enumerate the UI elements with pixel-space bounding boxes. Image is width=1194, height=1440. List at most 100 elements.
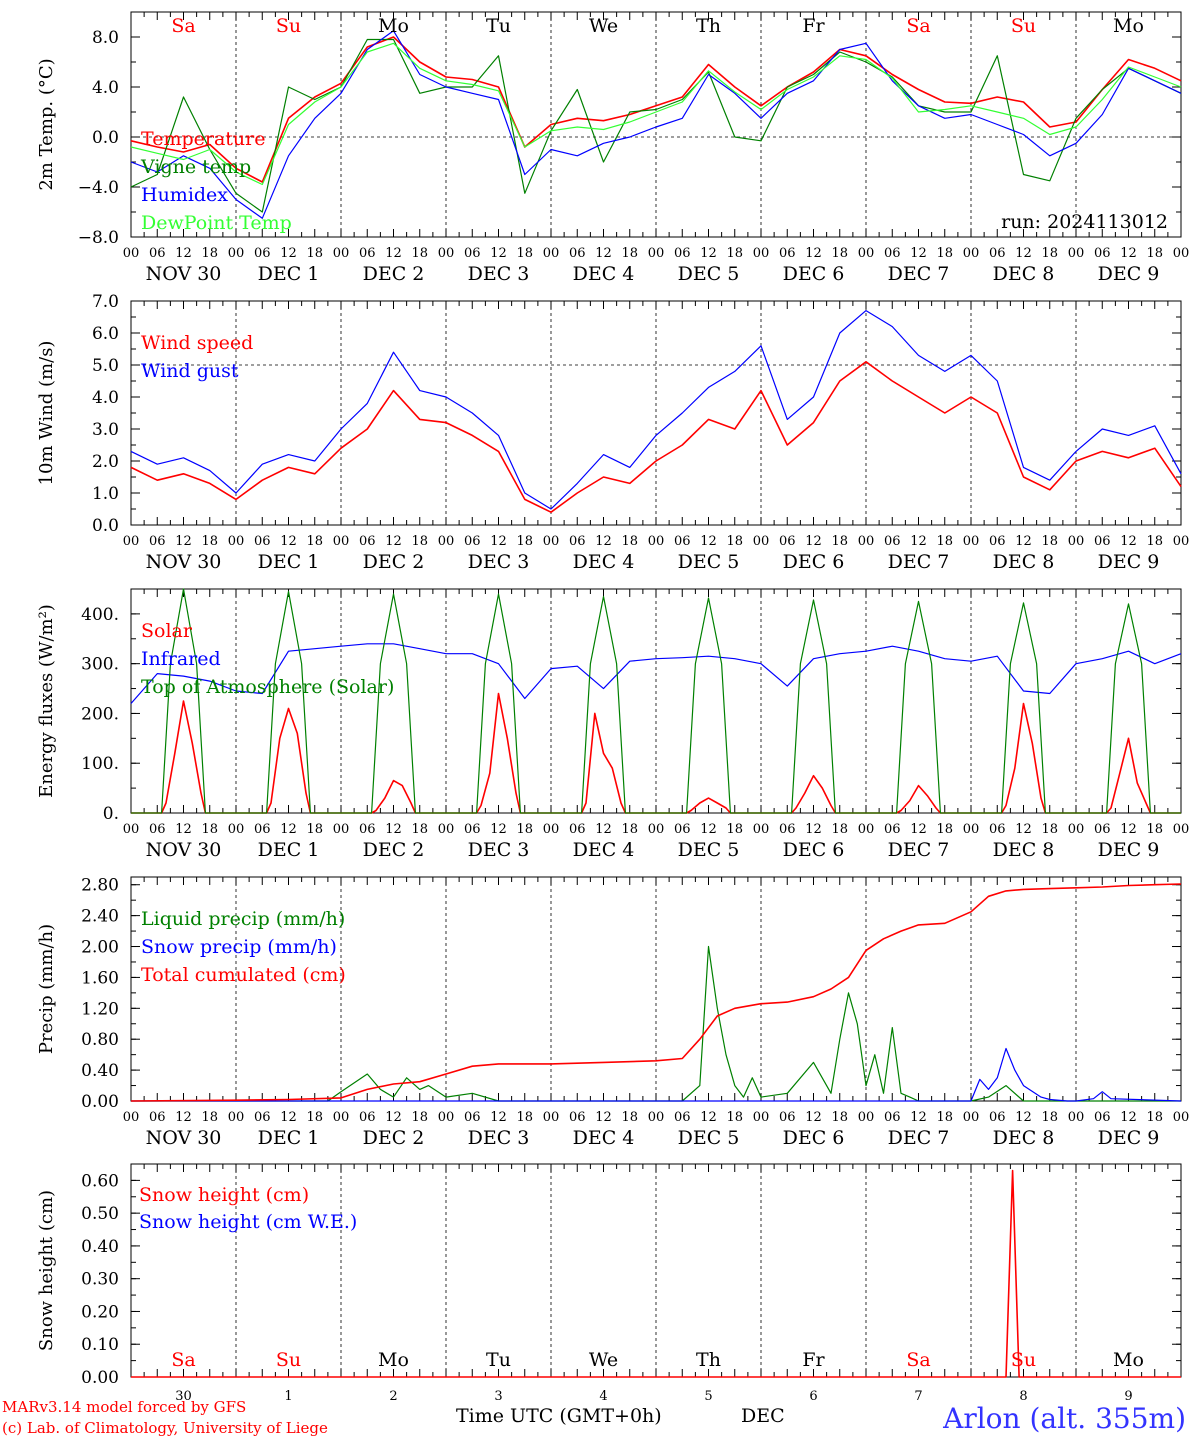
hour-tick-label: 00 — [228, 822, 245, 837]
series-line-wind-gust — [130, 310, 1182, 510]
hour-tick-label: 00 — [753, 534, 770, 549]
series-line-humidex — [130, 30, 1182, 219]
day-number-label: 4 — [599, 1389, 607, 1404]
hour-tick-label: 12 — [385, 822, 402, 837]
weekday-label: Sa — [171, 1349, 195, 1371]
hour-tick-label: 00 — [333, 534, 350, 549]
y-tick-label: 100. — [81, 754, 119, 774]
y-tick-label: 400. — [81, 605, 119, 625]
hour-tick-label: 18 — [936, 534, 953, 549]
hour-tick-label: 12 — [175, 246, 192, 261]
hour-tick-label: 00 — [1068, 246, 1085, 261]
hour-tick-label: 00 — [753, 246, 770, 261]
date-label: DEC 5 — [678, 839, 740, 861]
hour-tick-label: 06 — [254, 1110, 271, 1125]
date-label: DEC 1 — [258, 551, 320, 573]
series-line-total-cumulated-cm- — [130, 883, 1182, 1102]
hour-tick-label: 00 — [1068, 534, 1085, 549]
date-label: DEC 7 — [888, 551, 950, 573]
series-line-top-of-atmosphere-solar- — [131, 588, 1181, 814]
weekday-label: We — [589, 1349, 618, 1371]
date-label: DEC 7 — [888, 1127, 950, 1149]
legend-entry: Wind gust — [141, 360, 239, 382]
y-tick-label: 0.40 — [81, 1061, 119, 1081]
hour-tick-label: 06 — [149, 1110, 166, 1125]
hour-tick-label: 18 — [1041, 1110, 1058, 1125]
legend-entry: Infrared — [141, 648, 221, 670]
y-axis-label: 2m Temp. (°C) — [36, 58, 57, 190]
hour-tick-label: 00 — [753, 822, 770, 837]
date-label: DEC 8 — [993, 551, 1055, 573]
series-line-temperature — [130, 36, 1182, 183]
hour-tick-label: 18 — [1041, 534, 1058, 549]
hour-tick-label: 18 — [306, 246, 323, 261]
date-label: DEC 3 — [468, 263, 530, 285]
hour-tick-label: 00 — [1173, 1110, 1190, 1125]
hour-tick-label: 06 — [569, 246, 586, 261]
plot-frame — [130, 300, 1182, 526]
hour-tick-label: 12 — [595, 1110, 612, 1125]
hour-tick-label: 06 — [989, 822, 1006, 837]
hour-tick-label: 00 — [963, 534, 980, 549]
date-label: DEC 4 — [573, 1127, 635, 1149]
legend-entry: Vigne temp — [140, 156, 251, 178]
hour-tick-label: 12 — [280, 534, 297, 549]
y-tick-label: 0.00 — [81, 1092, 119, 1112]
hour-tick-label: 00 — [858, 534, 875, 549]
hour-tick-label: 12 — [805, 246, 822, 261]
hour-tick-label: 00 — [753, 1110, 770, 1125]
series-line-wind-speed — [130, 360, 1182, 514]
y-tick-label: 300. — [81, 655, 119, 675]
hour-tick-label: 18 — [1146, 822, 1163, 837]
hour-tick-label: 06 — [884, 1110, 901, 1125]
legend-entry: Snow height (cm) — [139, 1184, 309, 1206]
hour-tick-label: 00 — [228, 534, 245, 549]
hour-tick-label: 00 — [963, 822, 980, 837]
date-label: DEC 7 — [888, 263, 950, 285]
hour-tick-label: 06 — [674, 534, 691, 549]
day-number-label: 30 — [175, 1389, 192, 1404]
y-tick-label: 2.00 — [81, 938, 119, 958]
hour-tick-label: 06 — [359, 822, 376, 837]
hour-tick-label: 06 — [254, 534, 271, 549]
day-number-label: 3 — [494, 1389, 502, 1404]
hour-tick-label: 18 — [621, 246, 638, 261]
date-label: DEC 3 — [468, 839, 530, 861]
hour-tick-label: 00 — [333, 246, 350, 261]
y-tick-label: 2.40 — [81, 907, 119, 927]
hour-tick-label: 00 — [333, 1110, 350, 1125]
hour-tick-label: 00 — [438, 246, 455, 261]
hour-tick-label: 12 — [175, 534, 192, 549]
weekday-label: Mo — [1113, 15, 1144, 37]
hour-tick-label: 06 — [1094, 534, 1111, 549]
run-label: run: 2024113012 — [1001, 211, 1168, 233]
hour-tick-label: 18 — [201, 534, 218, 549]
hour-tick-label: 18 — [411, 246, 428, 261]
y-tick-label: −8.0 — [78, 228, 119, 248]
hour-tick-label: 12 — [385, 534, 402, 549]
hour-tick-label: 12 — [805, 534, 822, 549]
hour-tick-label: 18 — [516, 822, 533, 837]
day-number-label: 2 — [389, 1389, 397, 1404]
date-label: DEC 1 — [258, 1127, 320, 1149]
hour-tick-label: 12 — [490, 1110, 507, 1125]
y-tick-label: 0.50 — [81, 1204, 119, 1224]
legend-entry: Total cumulated (cm) — [141, 964, 346, 986]
hour-tick-label: 18 — [936, 246, 953, 261]
y-tick-label: 0.10 — [81, 1335, 119, 1355]
hour-tick-label: 06 — [149, 534, 166, 549]
date-label: DEC 4 — [573, 551, 635, 573]
hour-tick-label: 06 — [1094, 1110, 1111, 1125]
weekday-label: Th — [696, 15, 721, 37]
date-label: NOV 30 — [146, 1127, 222, 1149]
date-label: NOV 30 — [146, 839, 222, 861]
hour-tick-label: 18 — [831, 534, 848, 549]
hour-tick-label: 18 — [306, 534, 323, 549]
date-label: DEC 8 — [993, 839, 1055, 861]
legend-entry: Wind speed — [141, 332, 253, 354]
date-label: DEC 8 — [993, 263, 1055, 285]
hour-tick-label: 18 — [726, 1110, 743, 1125]
date-label: DEC 2 — [363, 551, 425, 573]
hour-tick-label: 00 — [438, 534, 455, 549]
hour-tick-label: 12 — [595, 822, 612, 837]
